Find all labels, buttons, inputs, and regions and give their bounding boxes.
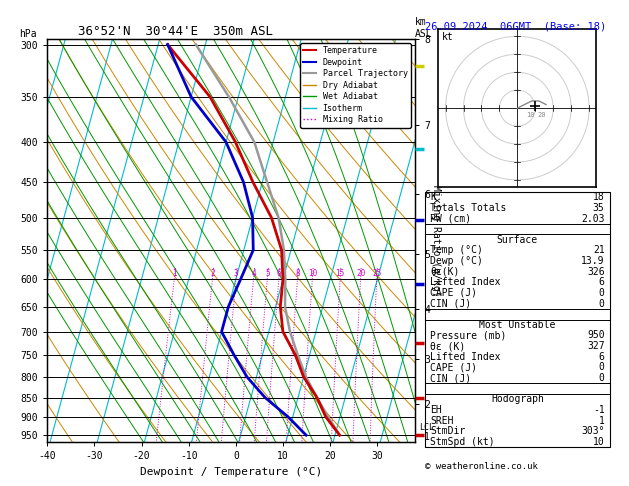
Text: 0: 0 (599, 373, 604, 383)
Text: 1: 1 (599, 416, 604, 426)
Text: 8: 8 (295, 269, 300, 278)
Text: 15: 15 (336, 269, 345, 278)
Text: 2: 2 (210, 269, 215, 278)
Text: 0: 0 (599, 363, 604, 372)
Text: © weatheronline.co.uk: © weatheronline.co.uk (425, 462, 537, 471)
Text: Lifted Index: Lifted Index (430, 352, 501, 362)
Text: 303°: 303° (581, 426, 604, 436)
Text: 1: 1 (172, 269, 177, 278)
Text: SREH: SREH (430, 416, 454, 426)
Title: 36°52'N  30°44'E  350m ASL: 36°52'N 30°44'E 350m ASL (79, 25, 274, 38)
Text: 2.03: 2.03 (581, 213, 604, 224)
Text: CIN (J): CIN (J) (430, 298, 471, 309)
Text: 5: 5 (265, 269, 270, 278)
Text: 13.9: 13.9 (581, 256, 604, 266)
Y-axis label: Mixing Ratio (g/kg): Mixing Ratio (g/kg) (431, 185, 441, 296)
Text: Dewp (°C): Dewp (°C) (430, 256, 483, 266)
Text: 21: 21 (593, 245, 604, 256)
Text: 0: 0 (599, 298, 604, 309)
Text: km
ASL: km ASL (415, 17, 433, 39)
Text: Most Unstable: Most Unstable (479, 320, 555, 330)
Text: StmSpd (kt): StmSpd (kt) (430, 437, 495, 447)
Text: CAPE (J): CAPE (J) (430, 363, 477, 372)
Text: 0: 0 (599, 288, 604, 298)
Text: Lifted Index: Lifted Index (430, 278, 501, 287)
Legend: Temperature, Dewpoint, Parcel Trajectory, Dry Adiabat, Wet Adiabat, Isotherm, Mi: Temperature, Dewpoint, Parcel Trajectory… (300, 43, 411, 128)
Text: Hodograph: Hodograph (491, 394, 544, 404)
Text: Pressure (mb): Pressure (mb) (430, 330, 506, 341)
Text: K: K (430, 192, 436, 202)
Text: LCL: LCL (420, 423, 434, 432)
Text: 20: 20 (537, 112, 545, 118)
Text: 327: 327 (587, 341, 604, 351)
Text: 26.09.2024  06GMT  (Base: 18): 26.09.2024 06GMT (Base: 18) (425, 22, 606, 32)
Text: θε (K): θε (K) (430, 341, 465, 351)
Text: 10: 10 (308, 269, 317, 278)
Text: kt: kt (442, 32, 454, 42)
Text: 326: 326 (587, 267, 604, 277)
Text: 10: 10 (593, 437, 604, 447)
Text: 950: 950 (587, 330, 604, 341)
Text: 4: 4 (251, 269, 256, 278)
Text: StmDir: StmDir (430, 426, 465, 436)
Text: EH: EH (430, 405, 442, 415)
Text: 6: 6 (599, 352, 604, 362)
Text: Temp (°C): Temp (°C) (430, 245, 483, 256)
Text: 20: 20 (356, 269, 365, 278)
Text: 10: 10 (526, 112, 535, 118)
X-axis label: Dewpoint / Temperature (°C): Dewpoint / Temperature (°C) (140, 467, 322, 477)
Text: PW (cm): PW (cm) (430, 213, 471, 224)
Text: 3: 3 (234, 269, 238, 278)
Text: Surface: Surface (497, 235, 538, 245)
Text: 25: 25 (372, 269, 381, 278)
Text: 6: 6 (277, 269, 281, 278)
Text: hPa: hPa (19, 29, 37, 39)
Text: Totals Totals: Totals Totals (430, 203, 506, 213)
Text: 18: 18 (593, 192, 604, 202)
Text: -1: -1 (593, 405, 604, 415)
Text: 35: 35 (593, 203, 604, 213)
Text: CAPE (J): CAPE (J) (430, 288, 477, 298)
Text: 6: 6 (599, 278, 604, 287)
Text: θε(K): θε(K) (430, 267, 460, 277)
Text: CIN (J): CIN (J) (430, 373, 471, 383)
